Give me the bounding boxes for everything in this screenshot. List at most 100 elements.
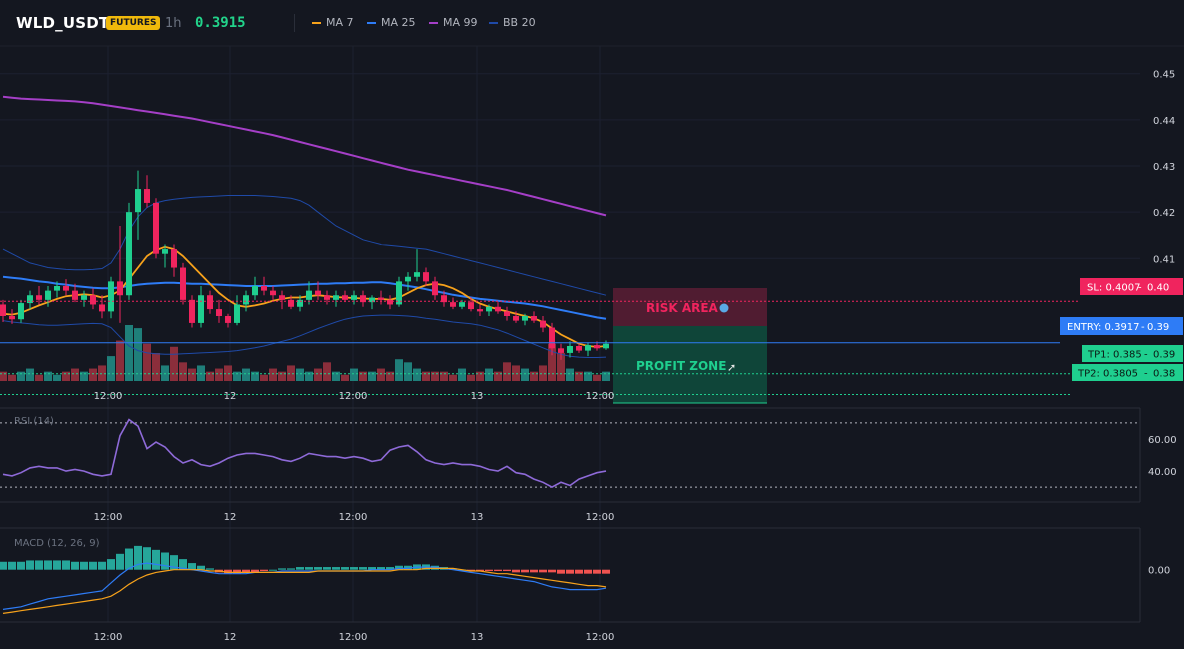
candlesticks bbox=[0, 170, 609, 360]
symbol-label[interactable]: WLD_USDT bbox=[16, 14, 110, 32]
legend-bb20[interactable]: BB 20 bbox=[489, 16, 536, 29]
candle-body bbox=[333, 295, 339, 300]
volume-bar bbox=[368, 371, 376, 381]
entry-tag-dash: - bbox=[1141, 322, 1145, 333]
candle-body bbox=[297, 299, 303, 307]
macd-hist-bar bbox=[53, 560, 61, 570]
macd-hist-bar bbox=[386, 567, 394, 570]
macd-hist-bar bbox=[80, 561, 88, 570]
candle-body bbox=[36, 295, 42, 300]
candle-body bbox=[405, 276, 411, 282]
candle-body bbox=[180, 267, 186, 300]
macd-hist-bar bbox=[539, 569, 547, 573]
macd-hist-bar bbox=[35, 560, 43, 570]
tp1-tag-text: TP1: 0.385 bbox=[1087, 350, 1142, 361]
candle-body bbox=[225, 316, 231, 323]
candle-body bbox=[198, 295, 204, 323]
volume-bar bbox=[287, 365, 295, 381]
macd-hist-bar bbox=[503, 569, 511, 572]
time-axis-label: 12:00 bbox=[339, 391, 368, 402]
legend-ma7[interactable]: MA 7 bbox=[312, 16, 354, 29]
macd-hist-bar bbox=[296, 567, 304, 570]
macd-hist-bar bbox=[404, 565, 412, 570]
volume-bar bbox=[0, 371, 7, 381]
macd-hist-bar bbox=[269, 569, 277, 571]
volume-bar bbox=[431, 371, 439, 381]
volume-bar bbox=[125, 325, 133, 381]
macd-hist-bar bbox=[557, 569, 565, 574]
volume-bar bbox=[476, 371, 484, 381]
legend-ma99[interactable]: MA 99 bbox=[429, 16, 478, 29]
macd-hist-bar bbox=[494, 569, 502, 572]
sl-tag[interactable] bbox=[1080, 278, 1183, 295]
macd-hist-bar bbox=[350, 567, 358, 570]
macd-hist-bar bbox=[341, 567, 349, 570]
entry-tag[interactable] bbox=[1060, 317, 1183, 335]
time-axis-label: 12:00 bbox=[586, 512, 615, 523]
legend-ma99-label: MA 99 bbox=[443, 16, 478, 29]
candle-body bbox=[531, 316, 537, 321]
macd-hist-bar bbox=[566, 569, 574, 574]
timeframe-label[interactable]: 1h bbox=[165, 16, 182, 31]
volume-bar bbox=[332, 371, 340, 381]
chart-header: WLD_USDT FUTURES 1h 0.3915 MA 7 MA 25 MA… bbox=[0, 0, 1184, 46]
macd-hist-bar bbox=[314, 567, 322, 570]
sl-tag-text: SL: 0.4007 bbox=[1087, 283, 1140, 294]
candle-body bbox=[522, 316, 528, 321]
ma7-line bbox=[2, 245, 607, 348]
volume-bar bbox=[593, 374, 601, 381]
volume-bar bbox=[575, 371, 583, 381]
volume-bar bbox=[566, 368, 574, 381]
macd-hist-bar bbox=[359, 567, 367, 570]
macd-title: MACD (12, 26, 9) bbox=[14, 538, 100, 549]
macd-hist-bar bbox=[107, 559, 115, 570]
legend-ma25[interactable]: MA 25 bbox=[367, 16, 416, 29]
tp1-tag[interactable] bbox=[1082, 345, 1183, 362]
legend-ma25-label: MA 25 bbox=[381, 16, 416, 29]
candle-body bbox=[450, 302, 456, 307]
candle-body bbox=[18, 303, 24, 320]
price-axis: 0.45 0.44 0.43 0.42 0.41 bbox=[1153, 70, 1175, 266]
volume-bar bbox=[359, 371, 367, 381]
volume-bar bbox=[422, 371, 430, 381]
tp2-axis-text: 0.38 bbox=[1153, 369, 1175, 380]
volume-bar bbox=[377, 368, 385, 381]
volume-bar bbox=[557, 353, 565, 381]
candle-body bbox=[261, 286, 267, 291]
candle-body bbox=[27, 295, 33, 304]
candle-body bbox=[117, 281, 123, 296]
macd-hist-bar bbox=[197, 565, 205, 570]
candle-body bbox=[9, 316, 15, 320]
tp1-tag-dash: - bbox=[1144, 350, 1148, 361]
macd-histogram bbox=[0, 545, 610, 574]
candle-body bbox=[342, 295, 348, 300]
macd-hist-bar bbox=[548, 569, 556, 573]
macd-hist-bar bbox=[305, 567, 313, 570]
macd-hist-bar bbox=[0, 561, 7, 570]
volume-bar bbox=[503, 362, 511, 381]
macd-hist-bar bbox=[62, 560, 70, 570]
candle-body bbox=[54, 286, 60, 291]
macd-line bbox=[2, 562, 607, 610]
volume-bar bbox=[530, 371, 538, 381]
macd-hist-bar bbox=[179, 559, 187, 570]
candle-body bbox=[540, 320, 546, 328]
volume-bar bbox=[548, 343, 556, 381]
macd-hist-bar bbox=[71, 561, 79, 570]
candle-body bbox=[351, 295, 357, 300]
volume-bar bbox=[296, 368, 304, 381]
tp1-axis-text: 0.39 bbox=[1153, 350, 1175, 361]
tp2-tag[interactable] bbox=[1072, 364, 1183, 381]
volume-bar bbox=[521, 368, 529, 381]
candle-body bbox=[99, 304, 105, 312]
macd-axis-label-zero: 0.00 bbox=[1148, 566, 1170, 577]
volume-bar bbox=[26, 368, 34, 381]
macd-hist-bar bbox=[530, 569, 538, 573]
candle-body bbox=[549, 327, 555, 349]
volume-bar bbox=[80, 371, 88, 381]
volume-bar bbox=[260, 374, 268, 381]
volume-bar bbox=[404, 362, 412, 381]
macd-hist-bar bbox=[593, 569, 601, 574]
candle-body bbox=[513, 316, 519, 321]
